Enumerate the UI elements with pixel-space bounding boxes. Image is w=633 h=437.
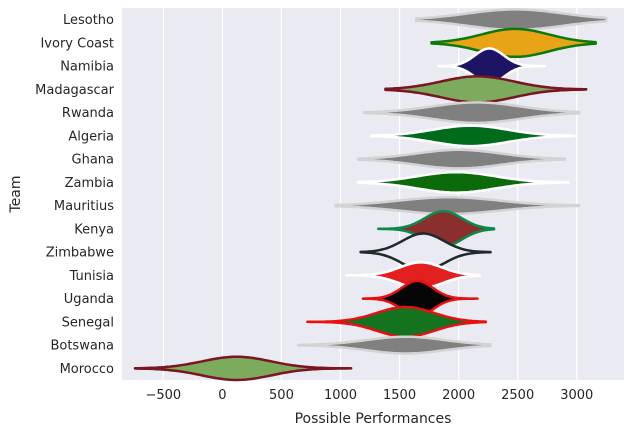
y-tick-label: Ivory Coast [40,36,114,51]
gridlines [162,8,578,380]
y-tick-label: Morocco [60,362,114,377]
y-tick-label: Algeria [68,129,114,144]
violin-ghana [356,148,567,170]
x-tick-label: −500 [145,388,181,403]
x-tick-label: 1000 [324,388,357,403]
y-tick-label: Senegal [62,315,114,330]
x-tick-labels: −500 0 500 1000 1500 2000 2500 3000 [145,388,593,403]
violin-madagascar [384,75,588,104]
violin-lesotho [414,8,608,32]
y-tick-label: Uganda [64,292,114,307]
y-tick-label: Zambia [65,176,114,191]
violin-zambia [356,170,570,194]
violin-morocco [133,355,353,382]
violin-senegal [306,305,488,339]
y-tick-label: Lesotho [63,13,114,28]
y-tick-label: Tunisia [69,269,114,284]
x-tick-label: 3000 [560,388,593,403]
x-tick-label: 2500 [501,388,534,403]
x-tick-label: 2000 [442,388,475,403]
x-axis-label: Possible Performances [295,411,452,427]
violins [133,8,608,382]
y-tick-label: Ghana [72,153,115,168]
y-tick-label: Madagascar [35,83,115,98]
violin-rwanda [362,101,581,125]
violin-algeria [369,124,576,148]
y-tick-label: Botswana [50,339,114,354]
x-tick-label: 0 [218,388,226,403]
y-tick-labels: Lesotho Ivory Coast Namibia Madagascar Rwand… [35,13,115,377]
y-tick-label: Kenya [74,222,114,237]
x-tick-label: 1500 [383,388,416,403]
violin-mauritius [334,196,581,216]
y-tick-label: Mauritius [54,199,114,214]
violin-zimbabwe [359,232,492,272]
y-tick-label: Namibia [60,60,114,75]
y-tick-label: Zimbabwe [46,246,114,261]
violin-botswana [296,335,492,355]
violin-tunisia [345,261,482,290]
y-tick-label: Rwanda [62,106,114,121]
y-axis-label: Team [8,175,24,213]
x-tick-label: 500 [269,388,294,403]
